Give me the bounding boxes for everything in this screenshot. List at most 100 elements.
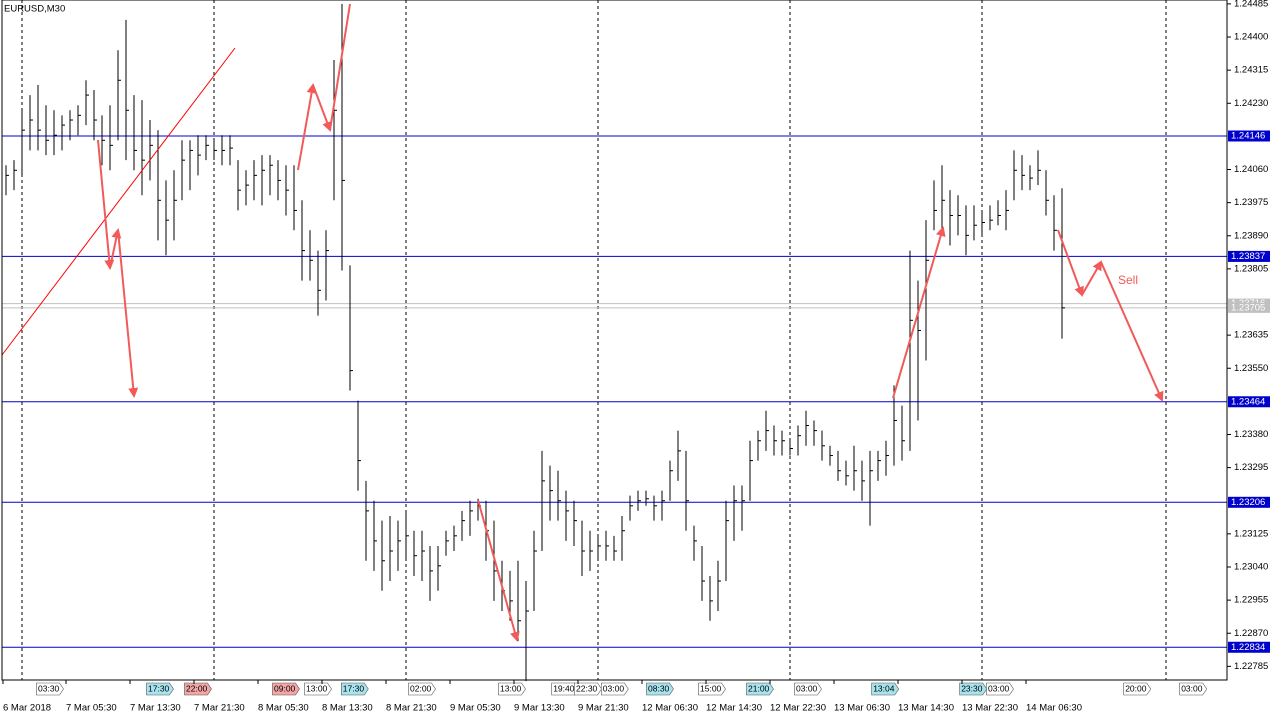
event-tag-label: 03:30 [38,683,60,693]
event-tag [304,682,332,696]
arrow [312,84,332,132]
event-tag-label: 15:00 [700,683,722,693]
x-tick-label: 7 Mar 13:30 [130,703,181,714]
event-tag [272,682,300,696]
arrow [297,83,317,171]
event-tag-label: 17:30 [343,683,365,693]
event-tag [341,682,369,696]
event-tag-label: 19:40 [553,683,575,693]
y-tick-label: 1.24060 [1234,164,1268,175]
level-label-box [1228,250,1270,262]
x-tick-label: 7 Mar 21:30 [194,703,245,714]
event-tag-label: 02:00 [410,683,432,693]
y-tick-label: 1.22785 [1234,661,1268,672]
annotations: Sell [1,3,1164,642]
event-tag-label: 17:30 [148,683,170,693]
bars-layer [5,3,1065,682]
event-tag [794,682,822,696]
arrow [892,226,946,399]
event-tag-label: 22:00 [186,683,208,693]
level-label-box [1228,641,1270,653]
x-tick-label: 13 Mar 06:30 [834,703,890,714]
chart-title: EURUSD,M30 [4,4,65,15]
plot-frame [1,0,1228,681]
y-tick-label: 1.23890 [1234,230,1268,241]
x-tick-label: 12 Mar 14:30 [706,703,762,714]
arrow [1057,229,1084,297]
event-tag-label: 22:30 [576,683,598,693]
price-label-box [1228,302,1270,313]
y-tick-label: 1.24400 [1234,32,1268,43]
y-tick-label: 1.22870 [1234,628,1268,639]
event-tag-label: 03:00 [988,683,1010,693]
level-label: 1.22834 [1231,642,1265,653]
y-tick-label: 1.22955 [1234,595,1268,606]
x-tick-label: 14 Mar 06:30 [1026,703,1082,714]
y-tick-label: 1.24315 [1234,65,1268,76]
level-label: 1.24146 [1231,131,1265,142]
event-tag [408,682,436,696]
price-label: 1.23705 [1231,302,1265,313]
x-tick-label: 8 Mar 21:30 [386,703,437,714]
event-tag-label: 13:04 [873,683,895,693]
event-tag [601,682,629,696]
event-tag [1179,682,1208,696]
event-tag-label: 13:00 [306,683,328,693]
x-tick-label: 12 Mar 22:30 [770,703,826,714]
event-tag-label: 03:00 [1181,683,1203,693]
level-label-box [1228,496,1270,508]
x-tick-label: 8 Mar 13:30 [322,703,373,714]
x-tick-label: 9 Mar 13:30 [514,703,565,714]
trend-line [1,47,236,356]
event-tag [498,682,526,696]
arrow [97,139,115,270]
event-tag [959,682,988,696]
y-tick-label: 1.24485 [1234,0,1268,9]
event-tag [646,682,674,696]
event-tag-label: 23:30 [961,683,983,693]
x-tick-label: 12 Mar 06:30 [642,703,698,714]
arrow-line [329,3,351,131]
event-tag [184,682,212,696]
event-tag-label: 21:00 [748,683,770,693]
level-label: 1.23837 [1231,251,1265,262]
y-tick-label: 1.23295 [1234,462,1268,473]
level-label: 1.23206 [1231,497,1265,508]
y-tick-label: 1.23550 [1234,363,1268,374]
x-tick-label: 13 Mar 14:30 [898,703,954,714]
arrow [1100,261,1164,402]
event-tag [1123,682,1152,696]
y-tick-label: 1.24230 [1234,98,1268,109]
y-tick-label: 1.23125 [1234,528,1268,539]
y-tick-label: 1.23635 [1234,330,1268,341]
level-label-box [1228,130,1270,142]
event-tag-label: 20:00 [1125,683,1147,693]
x-tick-label: 7 Mar 05:30 [66,703,117,714]
event-tag [574,682,602,696]
x-tick-label: 9 Mar 21:30 [578,703,629,714]
x-tick-label: 8 Mar 05:30 [258,703,309,714]
arrow [117,229,139,398]
event-tag-label: 03:00 [796,683,818,693]
y-tick-label: 1.23805 [1234,263,1268,274]
annotation-text: Sell [1118,273,1138,287]
arrow [109,228,122,269]
level-label-box [1228,396,1270,408]
y-tick-label: 1.23975 [1234,197,1268,208]
x-tick-label: 9 Mar 05:30 [450,703,501,714]
x-tick-label: 6 Mar 2018 [3,703,51,714]
event-tag-label: 09:00 [274,683,296,693]
arrow [1081,260,1102,296]
arrow [477,499,520,642]
event-tag-label: 08:30 [648,683,670,693]
event-tag-label: 13:00 [500,683,522,693]
event-tag [871,682,900,696]
event-tag [986,682,1014,696]
event-tag [746,682,774,696]
x-tick-label: 13 Mar 22:30 [962,703,1018,714]
event-tag-label: 03:00 [603,683,625,693]
y-tick-label: 1.23040 [1234,562,1268,573]
